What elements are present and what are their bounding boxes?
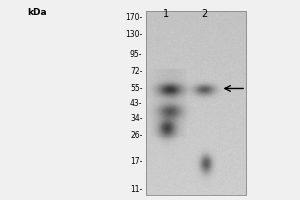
Text: 72-: 72-: [130, 67, 142, 76]
Text: 2: 2: [201, 9, 207, 19]
Text: 170-: 170-: [125, 13, 142, 22]
Text: 130-: 130-: [125, 30, 142, 39]
Text: 26-: 26-: [130, 131, 142, 140]
Text: kDa: kDa: [27, 8, 46, 17]
Text: 55-: 55-: [130, 84, 142, 93]
Text: 95-: 95-: [130, 50, 142, 59]
Text: 43-: 43-: [130, 99, 142, 108]
Text: 11-: 11-: [130, 185, 142, 194]
Text: 17-: 17-: [130, 157, 142, 166]
Text: 1: 1: [164, 9, 169, 19]
Bar: [146, 11, 246, 195]
Text: 34-: 34-: [130, 114, 142, 123]
